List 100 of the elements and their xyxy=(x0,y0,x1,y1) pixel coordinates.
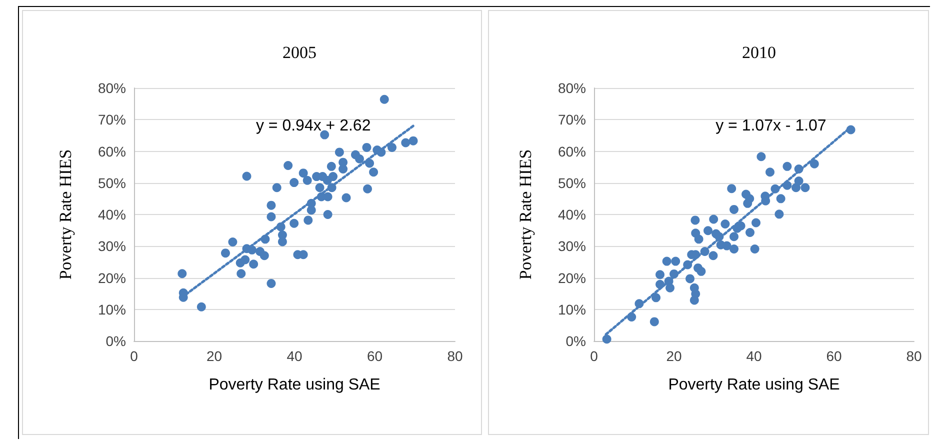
point xyxy=(272,183,282,192)
x-tick-label: 80 xyxy=(447,348,463,364)
point xyxy=(362,142,372,152)
point xyxy=(328,172,338,182)
point xyxy=(708,251,718,260)
point xyxy=(196,302,206,312)
point xyxy=(650,317,659,326)
point xyxy=(302,176,312,185)
point xyxy=(342,193,351,202)
y-tick-label: 40% xyxy=(558,206,586,222)
x-tick-label: 0 xyxy=(590,348,598,364)
point xyxy=(774,210,784,219)
point xyxy=(278,237,287,246)
point xyxy=(266,212,276,222)
x-tick-label: 40 xyxy=(746,348,762,364)
point xyxy=(746,228,754,238)
point xyxy=(709,214,718,224)
y-tick-label: 80% xyxy=(558,80,586,96)
point xyxy=(722,241,732,250)
x-tick-label: 20 xyxy=(206,348,222,364)
y-tick-label: 30% xyxy=(98,238,126,254)
y-axis-title: Poverty Rate HIES xyxy=(56,149,75,280)
point xyxy=(752,218,760,228)
point xyxy=(365,158,374,168)
point xyxy=(727,184,736,194)
point xyxy=(388,142,397,152)
point xyxy=(298,168,308,178)
point xyxy=(320,130,330,140)
point xyxy=(730,244,738,254)
point xyxy=(355,154,364,164)
point xyxy=(714,232,724,242)
annotation: y = 1.07x - 1.07 xyxy=(716,118,826,134)
point xyxy=(408,136,418,146)
x-tick-label: 40 xyxy=(286,348,302,364)
point xyxy=(260,234,270,244)
y-tick-label: 60% xyxy=(98,143,126,160)
point xyxy=(634,299,644,308)
point xyxy=(794,164,804,174)
point xyxy=(376,148,386,157)
chart-title: 2010 xyxy=(742,43,776,62)
point xyxy=(683,260,692,270)
point xyxy=(782,180,792,190)
y-tick-label: 80% xyxy=(98,80,126,96)
point xyxy=(690,216,700,225)
x-tick-label: 60 xyxy=(826,348,842,364)
point xyxy=(290,178,299,188)
point xyxy=(792,183,800,192)
y-tick-label: 0% xyxy=(566,333,586,349)
point xyxy=(284,160,293,170)
y-tick-label: 50% xyxy=(98,174,126,191)
x-axis-title: Poverty Rate using SAE xyxy=(208,376,380,394)
point xyxy=(810,159,819,168)
point xyxy=(249,260,258,269)
point xyxy=(696,266,706,276)
point xyxy=(306,206,316,215)
point xyxy=(694,234,704,244)
point xyxy=(326,162,336,171)
y-tick-label: 70% xyxy=(98,112,126,128)
point xyxy=(690,296,699,305)
point xyxy=(240,255,250,264)
point xyxy=(700,247,710,256)
point xyxy=(276,222,286,232)
point xyxy=(334,148,344,157)
point xyxy=(363,184,372,194)
point xyxy=(662,256,672,266)
point xyxy=(401,138,410,148)
point xyxy=(236,269,246,278)
point xyxy=(220,248,230,258)
point xyxy=(671,256,680,266)
point xyxy=(686,274,694,284)
y-tick-label: 20% xyxy=(558,270,586,286)
point xyxy=(670,269,678,278)
point xyxy=(242,172,252,181)
y-tick-label: 20% xyxy=(98,270,126,286)
point xyxy=(228,238,238,247)
y-tick-label: 40% xyxy=(98,206,126,222)
y-axis-title: Poverty Rate HIES xyxy=(516,149,535,280)
point xyxy=(627,312,636,322)
point xyxy=(745,194,754,204)
point xyxy=(656,270,664,280)
y-tick-label: 30% xyxy=(558,238,586,254)
point xyxy=(304,216,313,225)
point xyxy=(327,183,336,192)
point xyxy=(782,162,792,171)
point xyxy=(846,125,856,134)
y-tick-label: 70% xyxy=(558,112,586,128)
point xyxy=(656,280,664,289)
point xyxy=(730,232,738,242)
x-tick-label: 60 xyxy=(366,348,383,364)
point xyxy=(704,226,712,236)
point xyxy=(750,244,760,254)
y-tick-label: 60% xyxy=(558,143,586,160)
point xyxy=(266,200,276,210)
point xyxy=(323,210,332,219)
annotation: y = 0.94x + 2.62 xyxy=(256,118,371,134)
point xyxy=(756,152,766,162)
point xyxy=(380,94,389,104)
x-axis-title: Poverty Rate using SAE xyxy=(668,376,840,394)
point xyxy=(770,184,780,194)
y-tick-label: 10% xyxy=(558,301,586,318)
